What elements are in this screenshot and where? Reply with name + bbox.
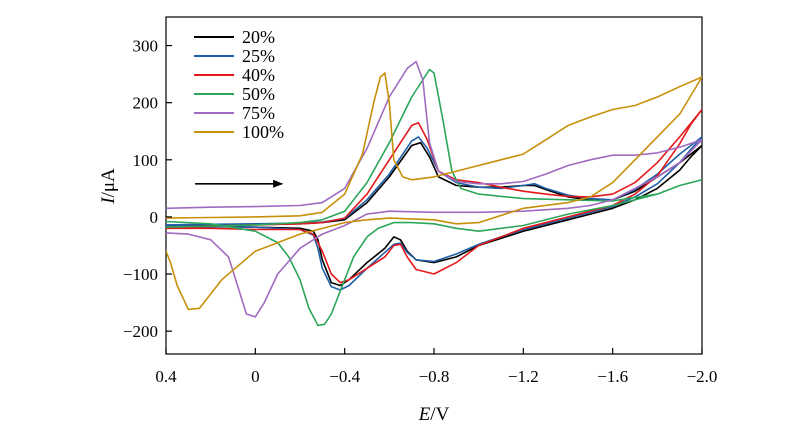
y-tick-label: −100 (123, 265, 158, 284)
series-line-40pct (166, 108, 702, 284)
legend-label: 50% (242, 84, 275, 104)
legend-label: 25% (242, 46, 275, 66)
legend: 20%25%40%50%75%100% (194, 27, 284, 142)
y-tick-label: 0 (150, 208, 159, 227)
y-tick-label: −200 (123, 322, 158, 341)
x-tick-label: −0.8 (419, 367, 450, 386)
legend-label: 40% (242, 65, 275, 85)
x-axis-title: E/V (418, 404, 450, 425)
x-tick-label: −1.6 (597, 367, 628, 386)
y-tick-label: 100 (133, 151, 159, 170)
x-tick-label: −0.4 (329, 367, 360, 386)
y-tick-label: 300 (133, 37, 159, 56)
series-line-50pct (166, 68, 702, 327)
x-tick-label: 0.4 (155, 367, 177, 386)
series-line-20pct (166, 141, 702, 287)
x-tick-label: 0 (251, 367, 260, 386)
y-axis-ticks: 300 200 100 0 −100 −200 (123, 37, 172, 341)
x-tick-label: −2.0 (687, 367, 718, 386)
series-layer (166, 60, 702, 327)
x-axis-ticks: 0.4 0 −0.4 −0.8 −1.2 −1.6 −2.0 (155, 348, 717, 386)
y-tick-label: 200 (133, 94, 159, 113)
legend-label: 20% (242, 27, 275, 47)
y-axis-title: I/μA (98, 168, 119, 205)
series-line-100pct (166, 72, 702, 311)
legend-label: 100% (242, 122, 284, 142)
legend-label: 75% (242, 103, 275, 123)
x-tick-label: −1.2 (508, 367, 539, 386)
series-line-75pct (166, 60, 702, 318)
